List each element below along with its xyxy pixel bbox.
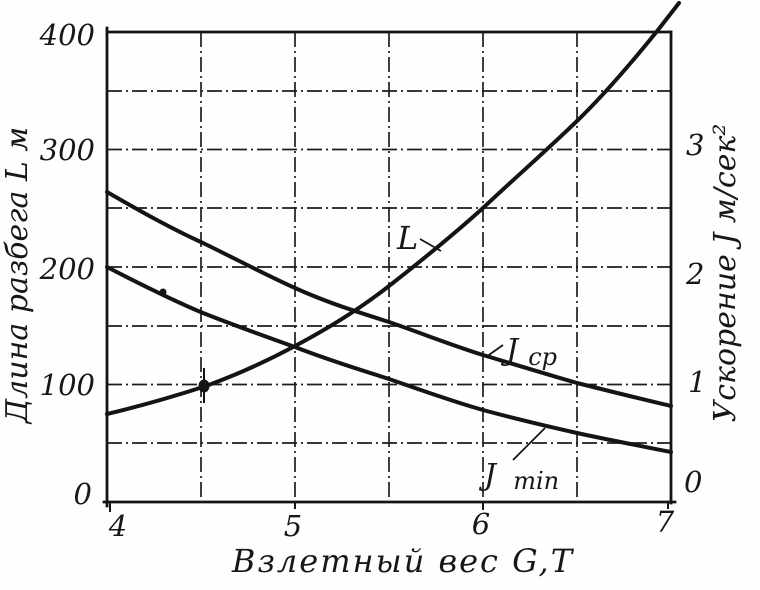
curve-label-Jcp: J cp <box>500 330 557 371</box>
left-axis-title: Длина разбега L м <box>0 127 35 425</box>
leader-Jmin <box>512 427 546 461</box>
right-axis-title: Ускорение J м/сек² <box>708 124 743 423</box>
leader-Jcp <box>485 344 504 358</box>
x-tick-7: 7 <box>656 505 675 539</box>
curve-label-Jmin-sub: min <box>513 467 559 495</box>
x-axis-labels: 4 5 6 7 <box>108 505 675 543</box>
left-axis-labels: 400 300 200 100 0 <box>39 18 95 511</box>
left-tick-400: 400 <box>39 18 95 52</box>
gridlines <box>107 32 671 502</box>
markers <box>159 288 210 403</box>
x-tick-5: 5 <box>284 509 302 543</box>
curve-label-Jcp-sub: cp <box>528 343 557 371</box>
curve-Jcp <box>105 190 673 408</box>
curve-label-Jmin: J min <box>478 455 559 495</box>
x-tick-6: 6 <box>472 507 490 541</box>
x-tick-4: 4 <box>108 509 127 543</box>
marked-point-L-4p5 <box>198 379 210 393</box>
right-tick-2: 2 <box>685 257 704 291</box>
right-tick-0: 0 <box>684 465 702 499</box>
curve-Jmin <box>105 265 673 454</box>
left-tick-200: 200 <box>39 252 95 286</box>
dot-Jmin <box>159 288 167 296</box>
left-tick-300: 300 <box>40 133 95 167</box>
left-tick-0: 0 <box>74 477 92 511</box>
right-tick-1: 1 <box>688 365 706 399</box>
leader-L <box>419 238 442 252</box>
curve-label-L: L <box>396 219 418 257</box>
leader-lines <box>419 238 546 461</box>
right-tick-3: 3 <box>686 128 704 162</box>
x-axis-title: Взлетный вес G,Т <box>231 542 575 580</box>
curve-label-Jmin-main: J <box>478 458 498 493</box>
x-axis-ticks <box>109 502 669 512</box>
right-axis-labels: 3 2 1 0 <box>684 128 706 499</box>
left-tick-100: 100 <box>40 368 95 402</box>
